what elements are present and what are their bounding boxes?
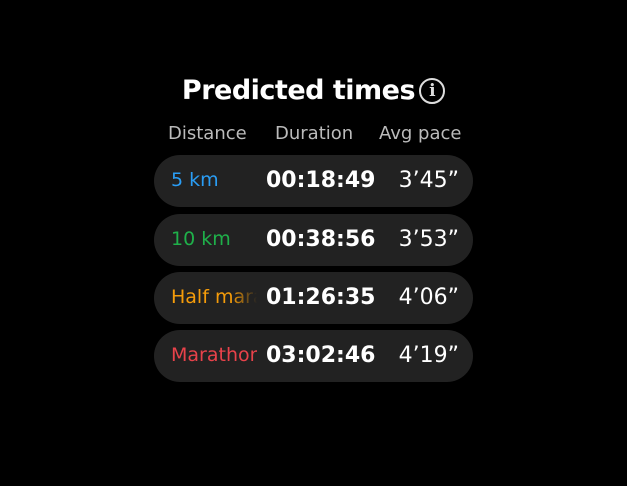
prediction-row-half-marathon[interactable]: Half marathon 01:26:35 4’06” xyxy=(154,272,473,324)
prediction-row-10km[interactable]: 10 km 00:38:56 3’53” xyxy=(154,214,473,266)
prediction-row-marathon[interactable]: Marathon 03:02:46 4’19” xyxy=(154,330,473,382)
pace-value: 3’53” xyxy=(398,227,459,252)
pace-value: 4’06” xyxy=(398,285,459,310)
pace-value: 4’19” xyxy=(398,343,459,368)
distance-label: 5 km xyxy=(171,169,219,191)
header-avg-pace: Avg pace xyxy=(379,123,462,144)
duration-value: 00:18:49 xyxy=(266,168,376,193)
page-title: Predicted times i xyxy=(0,74,627,106)
info-icon[interactable]: i xyxy=(419,77,446,104)
distance-label: 10 km xyxy=(171,228,231,250)
distance-label: Half marathon xyxy=(171,286,257,308)
header-distance: Distance xyxy=(168,123,247,144)
duration-value: 03:02:46 xyxy=(266,343,376,368)
prediction-row-5km[interactable]: 5 km 00:18:49 3’45” xyxy=(154,155,473,207)
header-duration: Duration xyxy=(275,123,354,144)
distance-label: Marathon xyxy=(171,344,257,366)
pace-value: 3’45” xyxy=(398,168,459,193)
title-text: Predicted times xyxy=(181,75,416,106)
duration-value: 01:26:35 xyxy=(266,285,376,310)
duration-value: 00:38:56 xyxy=(266,227,376,252)
